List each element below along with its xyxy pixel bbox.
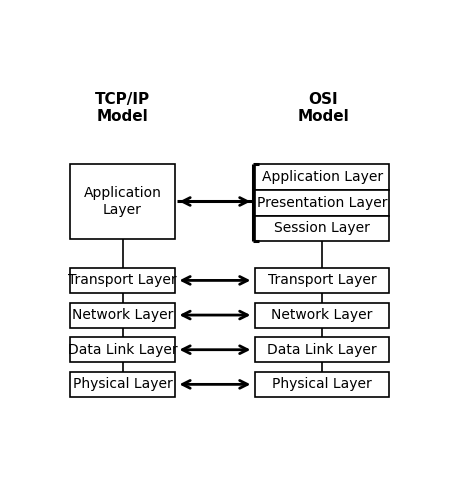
Bar: [70, 164, 175, 239]
Text: Session Layer: Session Layer: [274, 222, 370, 235]
Text: Presentation Layer: Presentation Layer: [257, 196, 387, 209]
Bar: [70, 337, 175, 362]
Text: Transport Layer: Transport Layer: [68, 274, 177, 287]
Text: OSI
Model: OSI Model: [297, 92, 349, 124]
Text: Transport Layer: Transport Layer: [268, 274, 377, 287]
Bar: [255, 190, 389, 216]
Bar: [70, 302, 175, 328]
Text: Data Link Layer: Data Link Layer: [68, 342, 177, 356]
Text: TCP/IP
Model: TCP/IP Model: [95, 92, 150, 124]
Text: Physical Layer: Physical Layer: [272, 378, 372, 392]
Text: Data Link Layer: Data Link Layer: [267, 342, 377, 356]
Text: Network Layer: Network Layer: [72, 308, 173, 322]
Text: Physical Layer: Physical Layer: [72, 378, 172, 392]
Bar: [70, 268, 175, 293]
Bar: [255, 372, 389, 397]
Text: Application Layer: Application Layer: [261, 170, 383, 184]
Text: Network Layer: Network Layer: [271, 308, 373, 322]
Bar: [255, 268, 389, 293]
Bar: [255, 216, 389, 242]
Bar: [255, 337, 389, 362]
Bar: [255, 302, 389, 328]
Bar: [255, 164, 389, 190]
Text: Application
Layer: Application Layer: [84, 186, 162, 216]
Bar: [70, 372, 175, 397]
